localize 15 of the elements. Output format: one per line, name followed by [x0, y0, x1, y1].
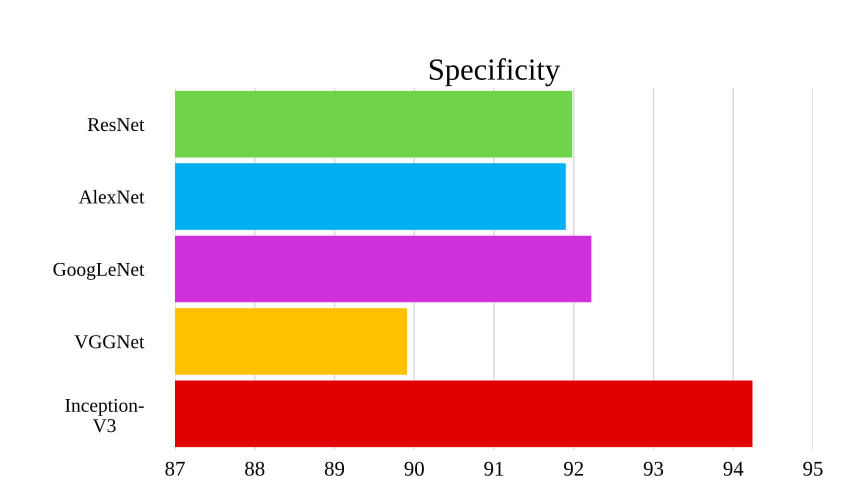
y-tick-label: GoogLeNet [53, 262, 144, 280]
x-tick-label: 89 [324, 462, 344, 476]
chart-title: Specificity [430, 58, 560, 86]
x-tick-label: 95 [803, 462, 823, 476]
y-tick-label: AlexNet [78, 190, 144, 204]
y-tick-label: Inception- V3 [65, 398, 144, 432]
x-tick-label: 91 [484, 462, 504, 476]
x-tick-label: 90 [404, 462, 424, 476]
y-tick-label: ResNet [88, 118, 144, 132]
x-tick-label: 87 [165, 462, 185, 476]
x-tick-label: 88 [245, 462, 264, 476]
x-tick-label: 92 [564, 462, 584, 476]
x-tick-label: 94 [724, 462, 744, 476]
y-tick-label: VGGNet [74, 335, 144, 348]
x-tick-label: 93 [644, 462, 664, 476]
